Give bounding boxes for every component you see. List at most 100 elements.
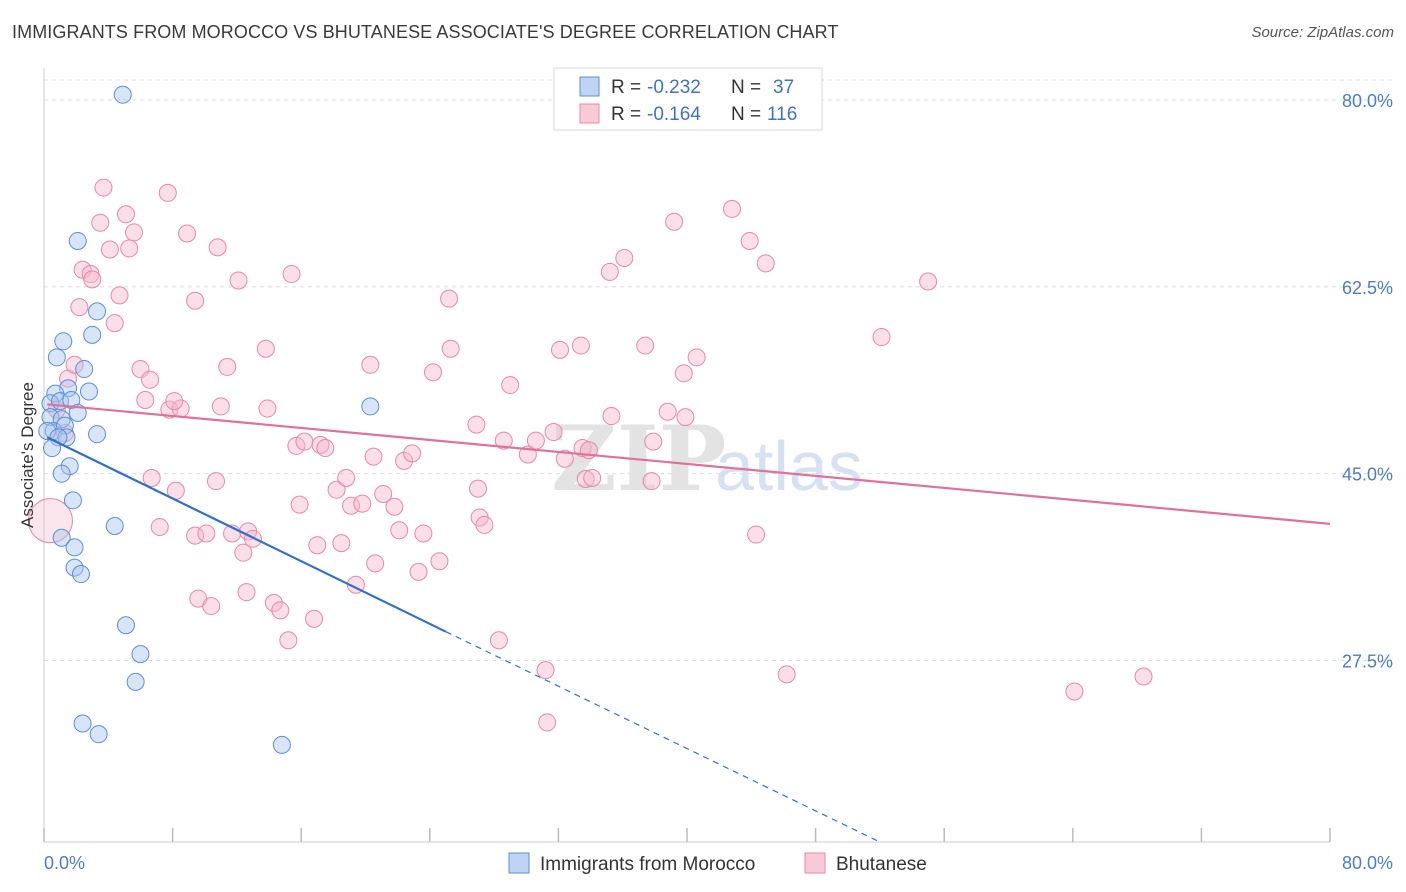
bhutanese-point xyxy=(644,432,663,451)
bhutanese-point xyxy=(100,240,119,259)
bhutanese-point xyxy=(353,494,372,513)
y-axis-label: Associate's Degree xyxy=(18,382,37,528)
legend-r-value-bhutanese: -0.164 xyxy=(647,104,701,125)
bhutanese-point xyxy=(414,524,433,543)
bhutanese-point xyxy=(385,497,404,516)
regression-lines xyxy=(46,403,1331,843)
bhutanese-point xyxy=(91,213,110,232)
data-points xyxy=(27,85,1153,754)
bhutanese-point xyxy=(747,525,766,544)
morocco-point xyxy=(116,616,135,635)
bhutanese-point xyxy=(1065,682,1084,701)
morocco-point xyxy=(88,302,107,321)
morocco-point xyxy=(47,348,66,367)
legend-r-label-morocco: R = xyxy=(611,77,641,98)
bhutanese-point xyxy=(27,498,73,544)
bhutanese-point xyxy=(665,212,684,231)
bhutanese-point xyxy=(430,552,449,571)
bhutanese-point xyxy=(186,526,205,545)
bhutanese-point xyxy=(544,423,563,442)
morocco-point xyxy=(89,725,108,744)
bhutanese-point xyxy=(676,408,695,427)
morocco-point xyxy=(113,85,132,104)
bhutanese-point xyxy=(361,355,380,374)
bhutanese-point xyxy=(615,249,634,268)
bhutanese-point xyxy=(342,496,361,515)
y-tick-label-1: 45.0% xyxy=(1342,465,1393,485)
morocco-point xyxy=(63,491,82,510)
bhutanese-point xyxy=(494,431,513,450)
bhutanese-point xyxy=(295,432,314,451)
morocco-point xyxy=(80,382,99,401)
bhutanese-point xyxy=(337,468,356,487)
chart-title: IMMIGRANTS FROM MOROCCO VS BHUTANESE ASS… xyxy=(12,22,839,42)
bhutanese-point xyxy=(756,254,775,273)
tick-labels: 27.5% 45.0% 62.5% 80.0% 0.0% 80.0% xyxy=(44,91,1393,873)
bottom-legend-label-morocco: Immigrants from Morocco xyxy=(540,854,755,875)
bhutanese-point xyxy=(271,601,290,620)
morocco-point xyxy=(361,397,380,416)
bhutanese-point xyxy=(332,534,351,553)
x-tick-label-0: 0.0% xyxy=(44,853,85,873)
bhutanese-point xyxy=(305,609,324,628)
morocco-point xyxy=(54,332,73,351)
bhutanese-point xyxy=(441,339,460,358)
y-tick-label-2: 62.5% xyxy=(1342,278,1393,298)
y-tick-label-0: 27.5% xyxy=(1342,652,1393,672)
bhutanese-point xyxy=(110,286,129,305)
bhutanese-point xyxy=(740,231,759,250)
morocco-point xyxy=(126,672,145,691)
bhutanese-point xyxy=(311,435,330,454)
morocco-point xyxy=(131,645,150,664)
bhutanese-point xyxy=(105,314,124,333)
bhutanese-regression-line xyxy=(47,403,1331,525)
watermark-atlas: atlas xyxy=(715,427,863,505)
bhutanese-point xyxy=(287,436,306,455)
bhutanese-point xyxy=(218,357,237,376)
morocco-regression-extension xyxy=(445,631,881,843)
legend-n-value-morocco: 37 xyxy=(773,77,794,98)
bhutanese-point xyxy=(600,262,619,281)
bhutanese-point xyxy=(94,178,113,197)
bhutanese-point xyxy=(409,562,428,581)
bhutanese-point xyxy=(536,661,555,680)
bhutanese-point xyxy=(489,631,508,650)
legend-swatch-morocco xyxy=(579,76,600,97)
bhutanese-point xyxy=(366,554,385,573)
bhutanese-point xyxy=(136,391,155,410)
legend-r-label-bhutanese: R = xyxy=(611,104,641,125)
bhutanese-point xyxy=(70,298,89,317)
bhutanese-point xyxy=(551,340,570,359)
bhutanese-point xyxy=(687,348,706,367)
bhutanese-point xyxy=(469,479,488,498)
legend-n-label-bhutanese: N = xyxy=(731,104,761,125)
x-tick-label-1: 80.0% xyxy=(1342,853,1393,873)
bhutanese-point xyxy=(158,183,177,202)
bhutanese-point xyxy=(440,289,459,308)
bhutanese-point xyxy=(142,468,161,487)
bhutanese-point xyxy=(229,271,248,290)
bhutanese-point xyxy=(279,631,298,650)
bhutanese-point xyxy=(374,484,393,503)
morocco-point xyxy=(52,464,71,483)
bhutanese-point xyxy=(576,470,595,489)
bhutanese-point xyxy=(723,199,742,218)
bhutanese-point xyxy=(390,521,409,540)
bhutanese-point xyxy=(264,593,283,612)
bhutanese-point xyxy=(424,363,443,382)
legend-r-value-morocco: -0.232 xyxy=(647,77,701,98)
bhutanese-point xyxy=(602,407,621,426)
bhutanese-point xyxy=(403,444,422,463)
morocco-point xyxy=(71,565,90,584)
axes xyxy=(43,68,1331,843)
bhutanese-point xyxy=(636,336,655,355)
bhutanese-point xyxy=(290,495,309,514)
y-tick-label-3: 80.0% xyxy=(1342,91,1393,111)
bhutanese-point xyxy=(120,239,139,258)
bottom-legend-label-bhutanese: Bhutanese xyxy=(836,854,927,875)
bhutanese-point xyxy=(150,518,169,537)
series-legend: Immigrants from Morocco Bhutanese xyxy=(508,852,927,875)
bhutanese-point xyxy=(674,364,693,383)
bhutanese-point xyxy=(282,265,301,284)
bhutanese-point xyxy=(872,328,891,347)
